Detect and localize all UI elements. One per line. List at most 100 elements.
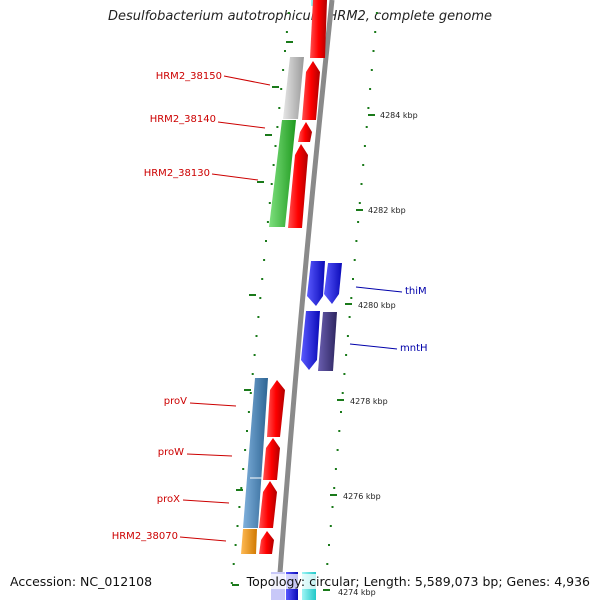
tick-label-4280: 4280 kbp: [358, 301, 396, 310]
label-leaders: [179, 75, 403, 542]
red-gene-5: [267, 380, 285, 437]
red-gene-8: [259, 531, 274, 554]
outer-ring-dot: [367, 107, 370, 109]
tick-label-4274: 4274 kbp: [338, 588, 376, 597]
outer-ring-dot: [336, 449, 339, 451]
gene-thim-b: [324, 263, 342, 304]
outer-ring-dot: [346, 335, 349, 337]
red-gene-6: [263, 438, 280, 480]
outer-ring-dot: [362, 164, 365, 166]
red-gene-4: [288, 144, 308, 228]
inner-ring-dot: [287, 12, 290, 14]
outer-ring-dot: [348, 316, 351, 318]
outer-ring-dot: [375, 12, 378, 14]
label-hrm2-38150: HRM2_38150: [156, 71, 222, 82]
inner-ring-dot: [247, 411, 250, 413]
inner-ring-dot: [276, 126, 279, 128]
inner-dotted-ring: [230, 12, 290, 584]
inner-ring-dot: [246, 430, 248, 432]
label-mnth: mntH: [400, 343, 428, 354]
outer-ring-dot: [363, 145, 366, 147]
outer-ring-dot: [350, 297, 353, 299]
gene-pro-operon: [243, 378, 268, 528]
outer-ring-dot: [352, 278, 354, 280]
outer-ring-dot: [331, 506, 334, 508]
red-gene-7: [259, 481, 277, 528]
tick-label-4278: 4278 kbp: [350, 397, 388, 406]
red-gene-2: [302, 61, 320, 120]
inner-ring-dot: [249, 392, 252, 394]
label-thim: thiM: [405, 286, 427, 297]
inner-ring-dot: [272, 164, 275, 166]
outer-ring-dot: [326, 563, 329, 565]
outer-ring-dot: [372, 50, 375, 52]
gene-hrm2-38150: [283, 57, 304, 119]
outer-ring-dot: [353, 259, 356, 261]
tick-label-4282: 4282 kbp: [368, 206, 406, 215]
outer-ring-dot: [338, 430, 341, 432]
inner-ring-dot: [238, 506, 241, 508]
inner-ring-dot: [257, 316, 260, 318]
outer-ring-dot: [334, 468, 337, 470]
inner-ring-dot: [285, 31, 288, 33]
inner-ring-dot: [251, 373, 254, 375]
outer-ring-dot: [358, 202, 361, 204]
outer-ring-dot: [374, 31, 377, 33]
label-hrm2-38140: HRM2_38140: [150, 114, 216, 125]
gene-mnth-a: [301, 311, 320, 370]
outer-ring-dot: [329, 525, 332, 527]
red-gene-1: [310, 0, 327, 58]
label-hrm2-38130: HRM2_38130: [144, 168, 210, 179]
red-gene-3: [298, 122, 312, 142]
inner-ring-dot: [274, 145, 277, 147]
tick-label-4284: 4284 kbp: [380, 111, 418, 120]
label-hrm2-38070: HRM2_38070: [112, 531, 178, 542]
outer-ring-dot: [370, 69, 373, 71]
inner-ring-dot: [242, 468, 245, 470]
inner-ring-dot: [278, 107, 281, 109]
tick-label-4276: 4276 kbp: [343, 492, 381, 501]
inner-ring-dot: [282, 69, 285, 71]
outer-ring-dot: [369, 88, 372, 90]
outer-ring-dot: [341, 392, 344, 394]
inner-ring-dot: [255, 335, 258, 337]
label-prov: proV: [164, 396, 187, 407]
inner-ring-dot: [266, 221, 269, 223]
inner-ring-dot: [265, 240, 267, 242]
tick-marks: [232, 41, 375, 591]
outer-ring-dot: [357, 221, 360, 223]
inner-ring-dot: [230, 582, 233, 584]
outer-ring-dot: [333, 487, 336, 489]
outer-ring-dot: [355, 240, 358, 242]
inner-ring-dot: [268, 202, 271, 204]
topology-info: Topology: circular; Length: 5,589,073 bp…: [246, 574, 590, 589]
gene-thim-a: [307, 261, 325, 306]
outer-ring-dot: [365, 126, 368, 128]
outer-ring-dot: [343, 373, 346, 375]
map-title: Desulfobacterium autotrophicum HRM2, com…: [107, 9, 493, 24]
inner-ring-dot: [280, 88, 283, 90]
outer-ring-dot: [345, 354, 348, 356]
inner-ring-dot: [244, 449, 247, 451]
inner-ring-dot: [263, 259, 266, 261]
gene-mnth-b: [318, 312, 337, 371]
gene-hrm2-38140-38130: [269, 120, 296, 227]
gene-hrm2-38070: [241, 529, 257, 554]
inner-ring-dot: [253, 354, 256, 356]
inner-ring-dot: [284, 50, 286, 52]
outer-ring-dot: [340, 411, 342, 413]
inner-ring-dot: [236, 525, 239, 527]
inner-ring-dot: [234, 544, 237, 546]
accession-text: Accession: NC_012108: [10, 574, 153, 589]
inner-ring-dot: [240, 487, 243, 489]
outer-ring-dot: [360, 183, 363, 185]
inner-ring-dot: [259, 297, 262, 299]
label-prox: proX: [157, 494, 180, 505]
inner-ring-dot: [232, 563, 235, 565]
genome-backbone: [275, 0, 335, 600]
label-prow: proW: [158, 447, 184, 458]
inner-ring-dot: [270, 183, 273, 185]
outer-ring-dot: [328, 544, 330, 546]
inner-ring-dot: [261, 278, 264, 280]
